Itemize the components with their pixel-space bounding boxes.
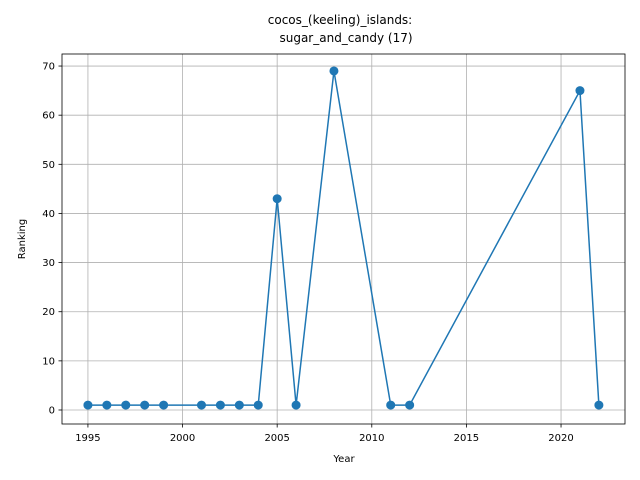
point [272,194,282,204]
point [215,400,225,410]
point [386,400,396,410]
y-tick-label: 0 [49,405,55,416]
point [121,400,131,410]
point [329,66,339,76]
x-tick-label: 1995 [75,433,100,444]
x-tick-label: 2015 [454,433,479,444]
y-axis-label: Ranking [17,219,28,259]
point [575,86,585,96]
point [159,400,169,410]
point [83,400,93,410]
point [291,400,301,410]
point [405,400,415,410]
y-tick-label: 70 [42,62,55,73]
chart-title: sugar_and_candy (17) [279,31,412,45]
y-tick-label: 20 [42,307,55,318]
x-tick-label: 2005 [264,433,289,444]
y-tick-label: 10 [42,356,55,367]
plot-frame [61,53,626,425]
y-tick-label: 30 [42,258,55,269]
chart-title: cocos_(keeling)_islands: [268,13,412,27]
point [140,400,150,410]
x-tick-label: 2000 [170,433,195,444]
y-tick-label: 50 [42,160,55,171]
y-tick-label: 60 [42,111,55,122]
point [196,400,206,410]
series-line [87,70,600,406]
y-tick-label: 40 [42,209,55,220]
point [594,400,604,410]
point [234,400,244,410]
point [253,400,263,410]
x-tick-label: 2010 [359,433,384,444]
point [102,400,112,410]
x-axis-label: Year [332,454,355,465]
x-tick-label: 2020 [548,433,573,444]
